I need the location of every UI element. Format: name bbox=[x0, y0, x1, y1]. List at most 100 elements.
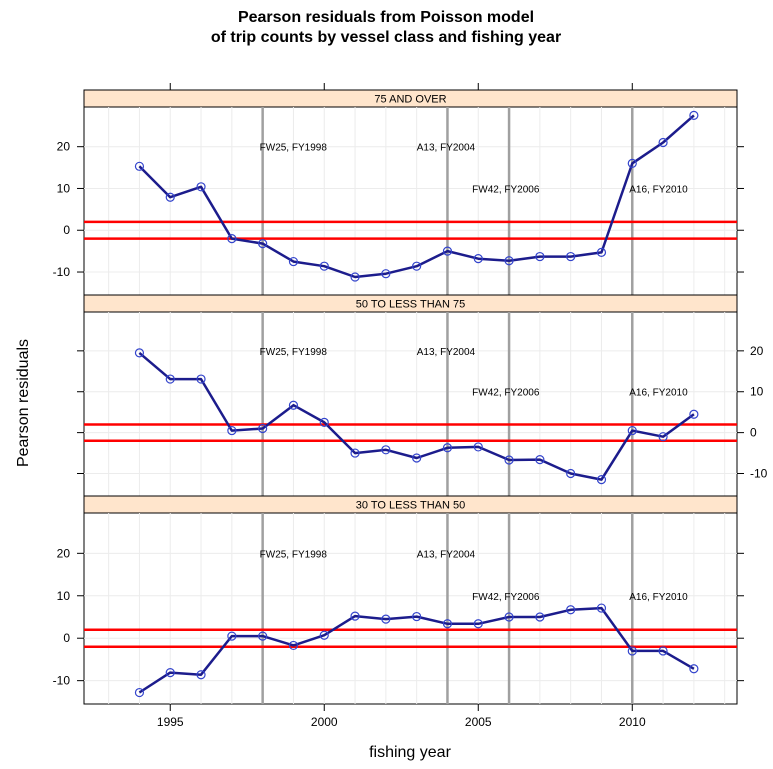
y-tick-label-1-20: 20 bbox=[750, 344, 764, 358]
data-point-1-2002 bbox=[381, 445, 391, 455]
data-point-0-2002 bbox=[381, 269, 391, 279]
data-point-2-2011 bbox=[658, 646, 668, 656]
data-point-1-2001 bbox=[350, 448, 360, 458]
data-point-2-2003 bbox=[412, 611, 422, 622]
data-point-0-1998 bbox=[258, 239, 268, 249]
data-point-2-1999 bbox=[288, 640, 299, 651]
x-tick-label-2000: 2000 bbox=[311, 715, 338, 729]
data-point-0-1994 bbox=[134, 161, 145, 171]
data-point-0-2001 bbox=[350, 272, 360, 282]
data-point-0-1996 bbox=[196, 182, 206, 192]
annotation-1-0: FW25, FY1998 bbox=[260, 347, 328, 358]
panel-strip-0 bbox=[83, 89, 738, 108]
chart-title-line-1: Pearson residuals from Poisson model bbox=[238, 9, 534, 26]
data-point-2-2005 bbox=[473, 619, 483, 629]
data-point-2-2007 bbox=[535, 612, 545, 622]
chart-title-line-2: of trip counts by vessel class and fishi… bbox=[211, 29, 561, 46]
data-point-0-2012 bbox=[689, 110, 699, 120]
x-axis-title: fishing year bbox=[369, 744, 451, 761]
data-point-0-2009 bbox=[596, 247, 607, 257]
panel-strip-label-1: 50 TO LESS THAN 75 bbox=[356, 299, 465, 311]
data-point-1-2010 bbox=[627, 425, 637, 436]
data-point-0-2010 bbox=[627, 158, 637, 168]
data-point-2-2008 bbox=[566, 605, 576, 615]
panel-strip-2 bbox=[83, 495, 738, 514]
data-point-1-2000 bbox=[319, 417, 329, 427]
panel-strip-label-2: 30 TO LESS THAN 50 bbox=[356, 500, 465, 512]
data-point-1-1998 bbox=[258, 423, 268, 434]
y-tick-label-1--10: -10 bbox=[750, 467, 768, 481]
annotation-1-3: A16, FY2010 bbox=[629, 388, 688, 399]
annotation-2-0: FW25, FY1998 bbox=[260, 549, 328, 560]
data-point-1-2006 bbox=[504, 455, 514, 465]
data-point-2-1996 bbox=[196, 670, 206, 680]
series-line-1 bbox=[138, 351, 695, 481]
data-point-2-2010 bbox=[627, 646, 637, 656]
data-point-2-2002 bbox=[381, 614, 391, 624]
y-tick-label-0-20: 20 bbox=[57, 140, 71, 154]
annotation-2-1: A13, FY2004 bbox=[417, 549, 476, 560]
data-point-2-2006 bbox=[504, 612, 514, 622]
annotation-0-0: FW25, FY1998 bbox=[260, 143, 328, 154]
annotation-0-2: FW42, FY2006 bbox=[472, 184, 540, 195]
data-point-0-2006 bbox=[504, 256, 514, 266]
y-tick-label-0--10: -10 bbox=[53, 265, 71, 279]
data-point-1-2003 bbox=[412, 453, 422, 463]
data-point-2-1998 bbox=[258, 631, 268, 641]
data-point-1-1997 bbox=[227, 425, 237, 436]
data-point-2-1994 bbox=[134, 687, 145, 698]
data-point-0-1999 bbox=[288, 256, 299, 267]
data-point-1-2005 bbox=[473, 442, 483, 452]
data-point-0-2004 bbox=[442, 246, 453, 256]
data-point-1-2009 bbox=[596, 475, 607, 485]
series-line-0 bbox=[138, 114, 695, 279]
y-tick-label-2-10: 10 bbox=[57, 589, 71, 603]
annotation-0-1: A13, FY2004 bbox=[417, 143, 476, 154]
panel-strip-1 bbox=[83, 294, 738, 313]
data-point-1-2004 bbox=[442, 443, 453, 453]
panel-strip-label-0: 75 AND OVER bbox=[374, 94, 446, 106]
data-point-2-1997 bbox=[227, 631, 237, 641]
series-line-2 bbox=[138, 606, 695, 694]
y-axis-title: Pearson residuals bbox=[15, 339, 32, 467]
data-point-1-2011 bbox=[658, 432, 668, 442]
x-tick-label-2010: 2010 bbox=[619, 715, 646, 729]
data-point-0-2011 bbox=[658, 137, 668, 148]
x-tick-label-2005: 2005 bbox=[465, 715, 492, 729]
annotation-0-3: A16, FY2010 bbox=[629, 184, 688, 195]
annotation-1-2: FW42, FY2006 bbox=[472, 388, 540, 399]
data-point-1-2007 bbox=[535, 455, 545, 465]
y-tick-label-0-10: 10 bbox=[57, 181, 71, 195]
data-point-1-2012 bbox=[689, 409, 699, 419]
data-point-1-1994 bbox=[134, 348, 145, 358]
y-tick-label-2--10: -10 bbox=[53, 674, 71, 688]
annotation-2-3: A16, FY2010 bbox=[629, 592, 688, 603]
data-point-2-2009 bbox=[596, 603, 607, 613]
y-tick-label-2-0: 0 bbox=[63, 631, 70, 645]
data-point-2-2004 bbox=[442, 619, 453, 629]
y-tick-label-1-10: 10 bbox=[750, 385, 764, 399]
y-tick-label-1-0: 0 bbox=[750, 426, 757, 440]
annotation-2-2: FW42, FY2006 bbox=[472, 592, 540, 603]
data-point-1-2008 bbox=[566, 468, 576, 479]
x-tick-label-1995: 1995 bbox=[157, 715, 184, 729]
data-point-0-1997 bbox=[227, 234, 237, 244]
data-point-0-2003 bbox=[412, 261, 422, 271]
data-point-2-2001 bbox=[350, 611, 360, 621]
y-tick-label-0-0: 0 bbox=[63, 223, 70, 237]
data-point-0-2007 bbox=[535, 251, 545, 262]
data-point-1-1999 bbox=[288, 400, 299, 410]
data-point-2-2012 bbox=[689, 664, 699, 674]
data-point-0-2000 bbox=[319, 261, 329, 271]
data-point-1-1995 bbox=[165, 374, 175, 384]
data-point-0-2008 bbox=[566, 251, 576, 262]
data-point-0-2005 bbox=[473, 254, 483, 264]
data-point-0-1995 bbox=[165, 192, 175, 202]
data-point-1-1996 bbox=[196, 374, 206, 384]
data-point-2-1995 bbox=[165, 667, 175, 678]
data-point-2-2000 bbox=[319, 630, 329, 640]
y-tick-label-2-20: 20 bbox=[57, 546, 71, 560]
